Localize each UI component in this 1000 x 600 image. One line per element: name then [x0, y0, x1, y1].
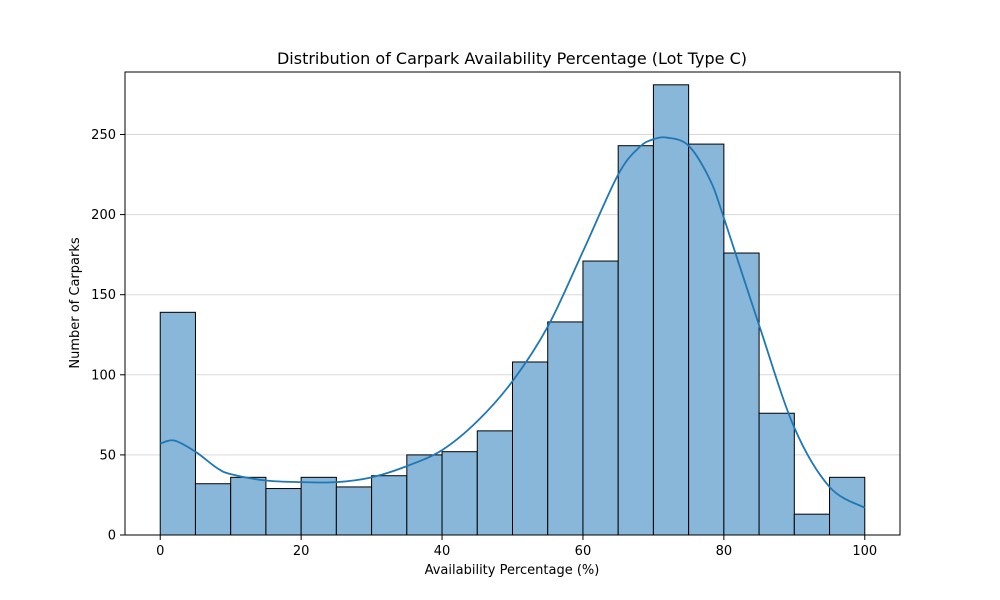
- histogram-bar-1: [159, 311, 196, 536]
- histogram-bar-20: [829, 476, 866, 536]
- histogram-bar-13: [582, 260, 619, 536]
- y-tick-label-150: 150: [91, 288, 116, 303]
- x-tick-label-100: 100: [852, 544, 877, 559]
- histogram-bar-18: [758, 412, 795, 536]
- y-tick-label-50: 50: [99, 448, 116, 463]
- y-tick-label-250: 250: [91, 128, 116, 143]
- chart-title: Distribution of Carpark Availability Per…: [277, 49, 747, 68]
- histogram-bar-15: [652, 84, 690, 536]
- histogram-bar-7: [371, 475, 408, 536]
- x-tick-label-0: 0: [156, 544, 164, 559]
- x-axis-ticks: 0 20 40 60 80 100: [156, 535, 877, 559]
- histogram-bar-2: [194, 483, 232, 536]
- y-tick-label-200: 200: [91, 208, 116, 223]
- kde-curve-layer: [159, 136, 866, 509]
- histogram-bar-9: [441, 451, 478, 536]
- histogram-bar-14: [617, 145, 654, 536]
- x-tick-label-40: 40: [434, 544, 451, 559]
- histogram-bar-3: [230, 476, 267, 536]
- histogram-bars: [159, 84, 866, 536]
- histogram-bar-16: [688, 143, 725, 536]
- histogram-bar-11: [512, 361, 549, 536]
- x-tick-label-60: 60: [575, 544, 592, 559]
- x-axis-label: Availability Percentage (%): [425, 563, 600, 578]
- y-tick-label-0: 0: [108, 529, 116, 544]
- y-tick-label-100: 100: [91, 368, 116, 383]
- kde-curve: [159, 136, 866, 509]
- histogram-bar-5: [300, 476, 337, 536]
- histogram-bar-4: [265, 488, 302, 536]
- histogram-bar-17: [723, 252, 760, 536]
- y-axis-ticks: 0 50 100 150 200 250: [91, 128, 125, 544]
- plot-area-frame: [124, 71, 901, 536]
- histogram-bar-12: [547, 321, 584, 536]
- histogram-bar-10: [476, 430, 514, 536]
- histogram-bar-6: [335, 486, 373, 536]
- y-axis-label: Number of Carparks: [68, 237, 83, 368]
- histogram-bar-8: [406, 454, 443, 536]
- histogram-bar-19: [793, 513, 831, 536]
- x-tick-label-80: 80: [716, 544, 733, 559]
- x-tick-label-20: 20: [293, 544, 310, 559]
